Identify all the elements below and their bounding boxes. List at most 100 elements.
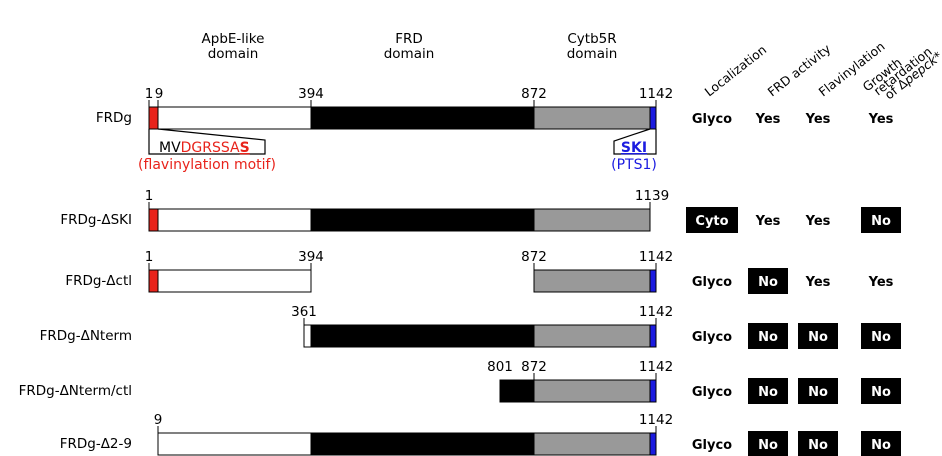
result-badge (861, 323, 901, 349)
localization-header: Localization (702, 42, 770, 99)
cytb5r-segment (533, 269, 651, 293)
result-frd-activity: No (758, 385, 778, 400)
position-label: 1142 (639, 86, 673, 102)
apbe-segment (303, 324, 312, 348)
frd-domain-label: FRD (395, 31, 423, 47)
position-label: 394 (298, 86, 324, 102)
result-growth: No (871, 438, 891, 453)
result-localization: Glyco (692, 275, 732, 290)
position-label: 801 (487, 359, 513, 375)
frd-domain-label-2: domain (384, 46, 435, 62)
apbe-domain-label: ApbE-like (202, 31, 265, 47)
result-growth: No (871, 214, 891, 229)
result-growth: Yes (868, 112, 894, 127)
result-localization: Glyco (692, 330, 732, 345)
result-flavinylation: No (808, 385, 828, 400)
position-label: 9 (154, 412, 163, 428)
result-flavinylation: Yes (805, 214, 831, 229)
flavinylation-segment (148, 106, 159, 130)
flavinylation-segment (148, 208, 159, 232)
result-growth: No (871, 385, 891, 400)
pts1-caption: (PTS1) (611, 157, 657, 173)
result-badge (861, 378, 901, 404)
result-growth: Yes (868, 275, 894, 290)
result-badge (748, 268, 788, 294)
flavinylation-motif-sequence: MVDGRSSAS (159, 140, 250, 156)
apbe-segment (157, 432, 312, 456)
construct-name: FRDg-Δctl (65, 273, 132, 289)
result-flavinylation: Yes (805, 112, 831, 127)
flavinylation-callout (148, 128, 266, 155)
construct-row-frdg-dnterm-ctl: FRDg-ΔNterm/ctl 801 872 1142 (19, 359, 673, 403)
frd-segment (310, 106, 535, 130)
flavinylation-motif-caption: (flavinylation motif) (138, 157, 276, 173)
position-label: 1142 (639, 249, 673, 265)
result-badge (798, 378, 838, 404)
cytb5r-domain-label-2: domain (567, 46, 618, 62)
result-localization: Glyco (692, 385, 732, 400)
construct-name: FRDg (96, 110, 132, 126)
pts1-segment (649, 106, 657, 130)
result-frd-activity: No (758, 330, 778, 345)
construct-name: FRDg-Δ2-9 (60, 436, 132, 452)
pts1-segment (649, 432, 657, 456)
pts1-segment (649, 324, 657, 348)
result-growth: No (871, 330, 891, 345)
result-badge (748, 323, 788, 349)
result-badge (798, 323, 838, 349)
position-label: 1 (145, 86, 154, 102)
frd-segment (310, 324, 535, 348)
cytb5r-segment (533, 106, 651, 130)
result-badge (748, 431, 788, 456)
construct-row-frdg-dnterm: FRDg-ΔNterm 361 1142 (40, 304, 673, 348)
result-badge (861, 207, 901, 233)
cytb5r-segment (533, 208, 651, 232)
position-label: 1142 (639, 412, 673, 428)
column-headers: Localization FRD activity Flavinylation … (702, 39, 942, 103)
position-label: 1 (145, 249, 154, 265)
flavinylation-segment (148, 269, 159, 293)
construct-row-frdg-dski: FRDg-ΔSKI 1 1139 (60, 188, 669, 232)
position-label: 9 (155, 86, 164, 102)
position-label: 1142 (639, 359, 673, 375)
position-label: 1142 (639, 304, 673, 320)
frd-segment (310, 208, 535, 232)
construct-name: FRDg-ΔSKI (60, 212, 132, 228)
result-badge (748, 378, 788, 404)
frd-segment (499, 379, 535, 403)
result-frd-activity: Yes (755, 214, 781, 229)
result-frd-activity: Yes (755, 112, 781, 127)
position-label: 872 (521, 359, 547, 375)
construct-name: FRDg-ΔNterm/ctl (19, 383, 132, 399)
cytb5r-domain-label: Cytb5R (567, 31, 616, 47)
construct-name: FRDg-ΔNterm (40, 328, 132, 344)
position-label: 1139 (635, 188, 669, 204)
construct-row-frdg: FRDg 1 9 394 872 1142 MVDGRSSAS (flaviny… (96, 86, 673, 173)
cytb5r-segment (533, 432, 651, 456)
cytb5r-segment (533, 379, 651, 403)
apbe-segment (157, 208, 312, 232)
apbe-segment (157, 106, 312, 130)
frd-segment (310, 432, 535, 456)
domain-headers: ApbE-like domain FRD domain Cytb5R domai… (202, 31, 618, 62)
result-localization: Glyco (692, 112, 732, 127)
result-badge (861, 431, 901, 456)
pts1-sequence: SKI (621, 140, 647, 156)
result-badge (686, 207, 738, 233)
results-table: Glyco Yes Yes Yes Cyto Yes Yes No Glyco No Yes Yes G… (686, 112, 901, 456)
result-badge (798, 431, 838, 456)
pts1-callout (613, 128, 657, 155)
construct-row-frdg-dctl: FRDg-Δctl 1 394 872 1142 (65, 249, 673, 293)
cytb5r-segment (533, 324, 651, 348)
position-label: 872 (521, 249, 547, 265)
result-frd-activity: No (758, 275, 778, 290)
position-label: 1 (145, 188, 154, 204)
result-localization: Glyco (692, 438, 732, 453)
apbe-segment (157, 269, 312, 293)
position-label: 361 (291, 304, 317, 320)
construct-row-frdg-d2-9: FRDg-Δ2-9 9 1142 (60, 412, 673, 456)
pts1-segment (649, 269, 657, 293)
result-flavinylation: No (808, 330, 828, 345)
position-label: 872 (521, 86, 547, 102)
